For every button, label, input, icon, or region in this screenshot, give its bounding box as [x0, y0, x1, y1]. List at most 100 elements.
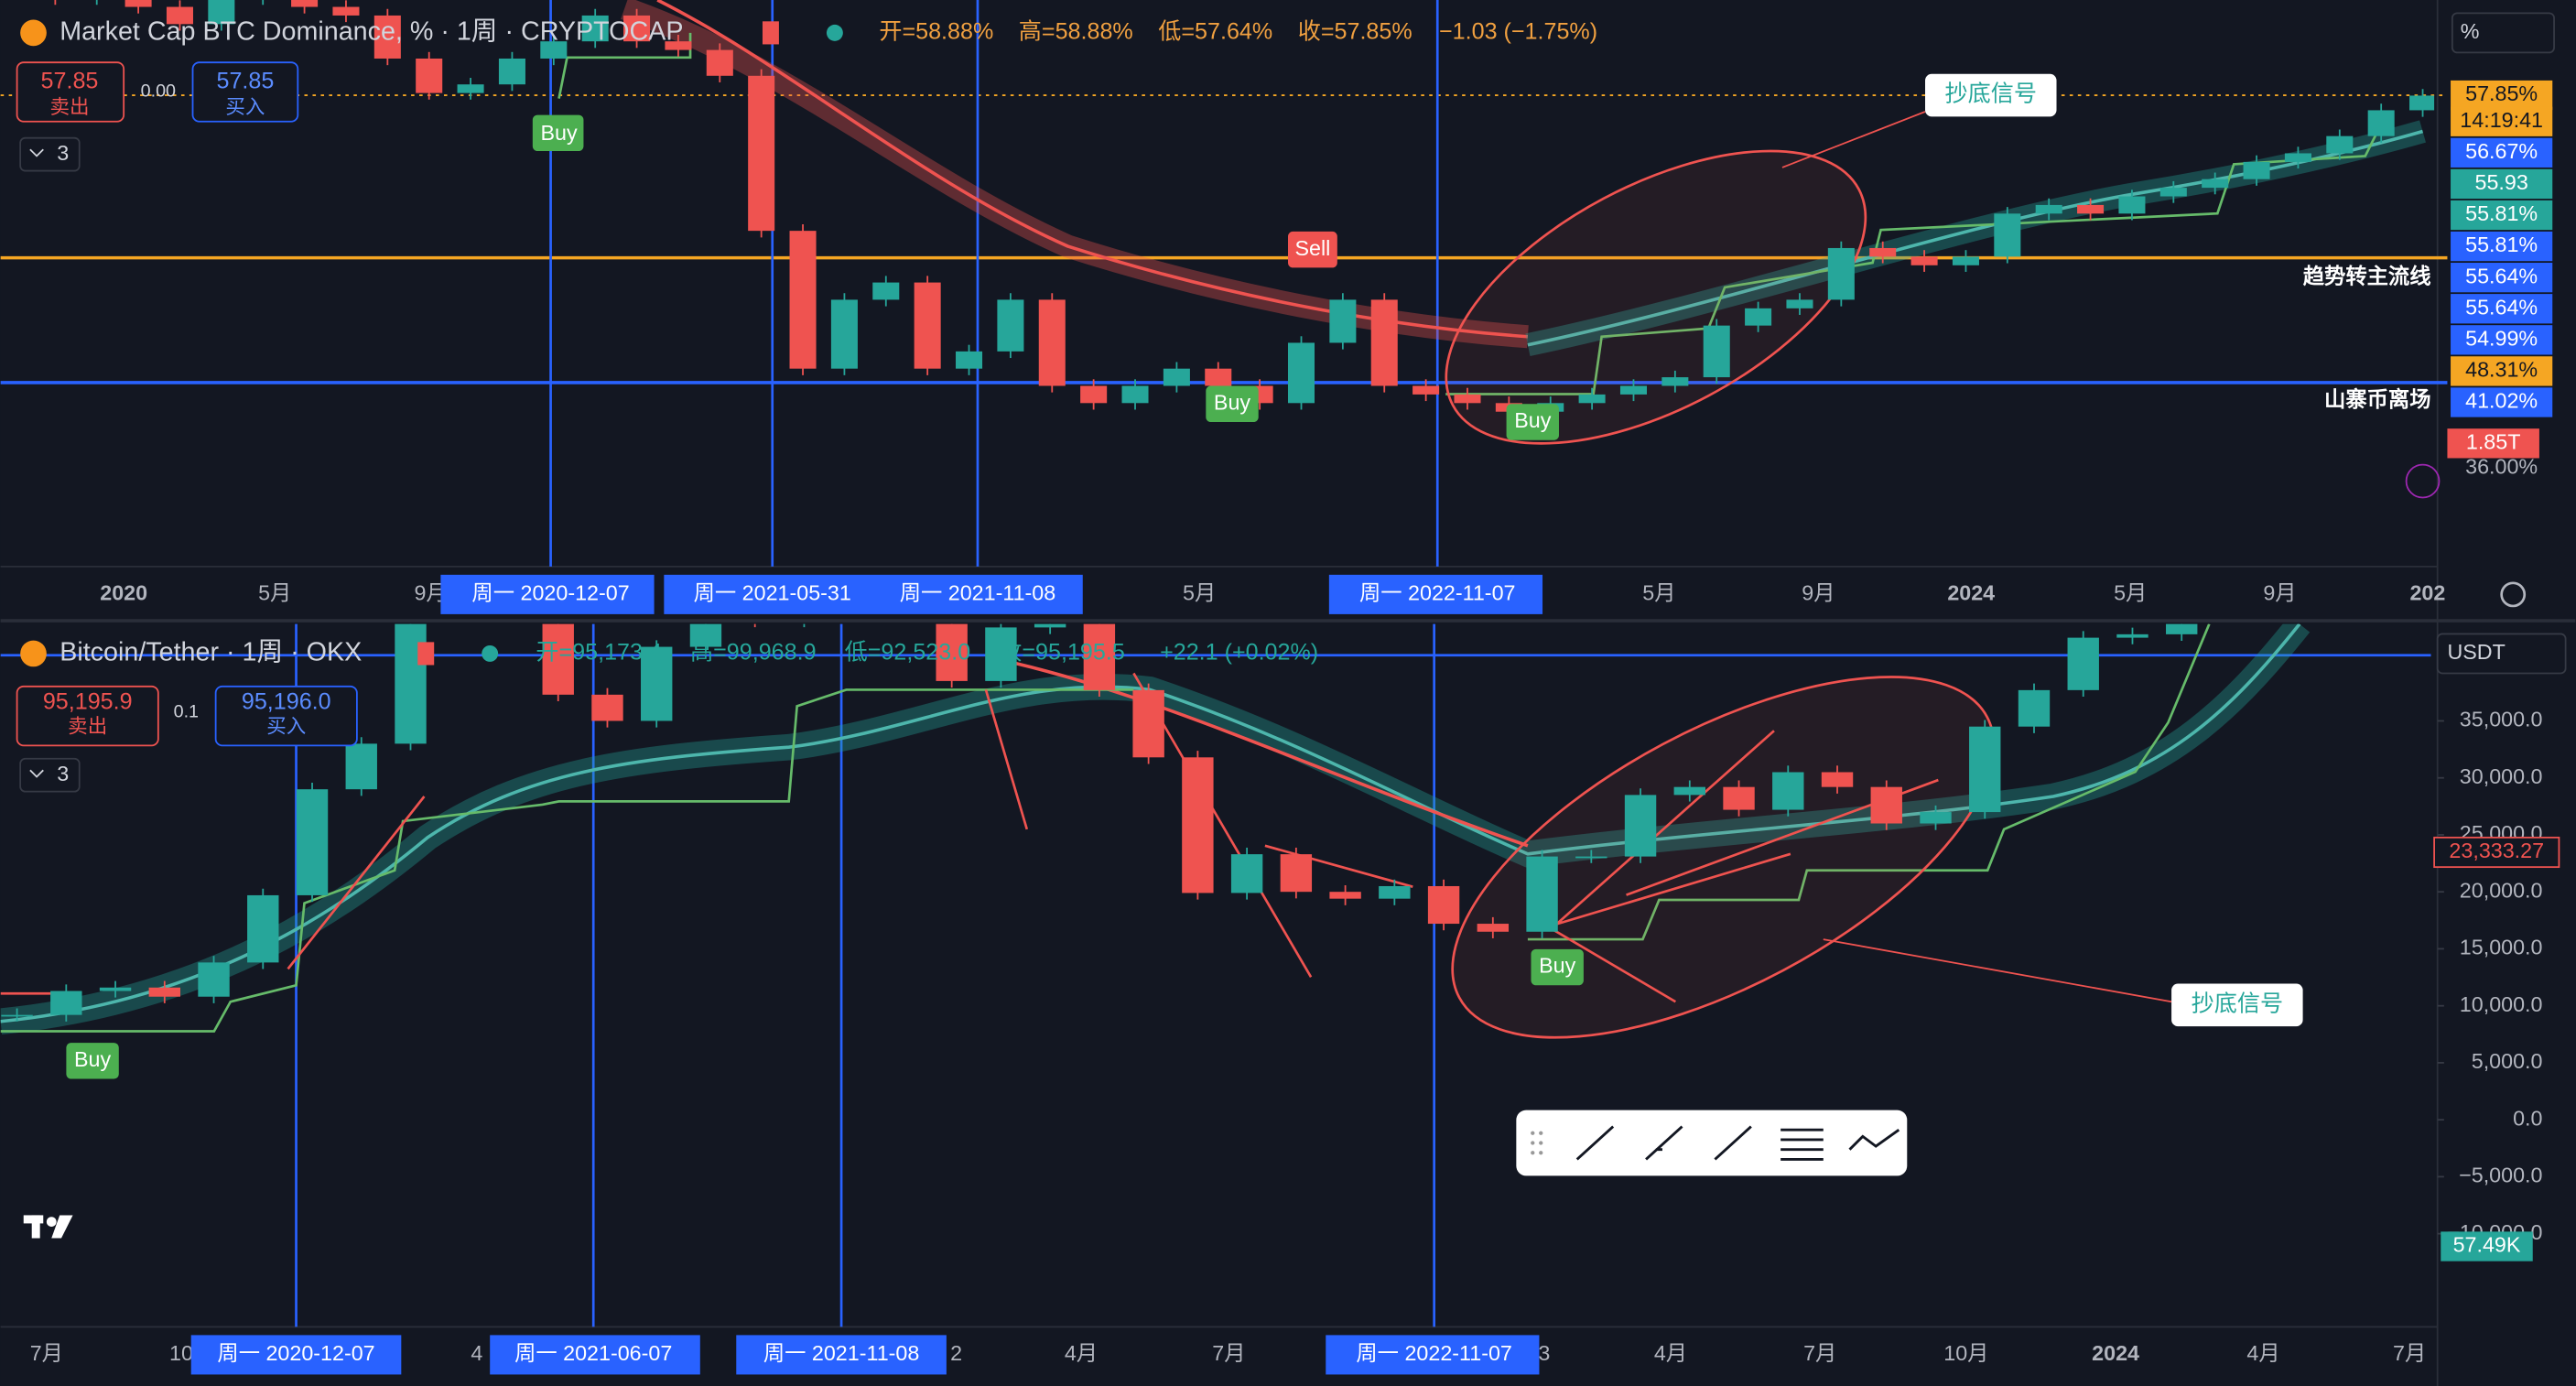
candle — [748, 75, 775, 232]
candle — [457, 84, 484, 93]
candle — [2367, 110, 2395, 136]
date-label: 周一 2021-11-08 — [900, 581, 1056, 605]
callout-line — [1781, 111, 1926, 168]
price-label: 36.00% — [2465, 454, 2538, 478]
candle — [291, 0, 319, 7]
callout-box — [1925, 73, 2057, 117]
time-label: 9月 — [1802, 581, 1835, 605]
flag-icon[interactable] — [762, 21, 779, 45]
date-label: 周一 2022-11-07 — [1359, 581, 1516, 605]
candle — [2326, 135, 2354, 154]
buy-button[interactable] — [191, 61, 299, 123]
buy-signal-label: Buy — [1539, 954, 1575, 978]
callout-box — [2171, 983, 2303, 1027]
candle — [1920, 812, 1952, 824]
candle — [914, 282, 941, 369]
candle — [1910, 256, 1938, 265]
ohlc-open: 开=95,173.4 — [536, 640, 662, 666]
fib-tool[interactable] — [1780, 1128, 1824, 1161]
price-label-box — [2451, 200, 2553, 231]
chevron — [29, 769, 44, 778]
buy-signal — [66, 1043, 119, 1079]
time-label: 5月 — [258, 581, 291, 605]
indicator-toggle[interactable] — [19, 136, 81, 172]
drawing-toolbar — [1516, 1110, 1908, 1176]
candle — [936, 623, 968, 681]
candle — [2409, 95, 2435, 111]
candle — [1772, 772, 1804, 810]
time-label: 2020 — [100, 581, 147, 605]
candle — [1703, 325, 1730, 378]
price-label: 14:19:41 — [2460, 108, 2543, 132]
sell-button[interactable] — [16, 685, 159, 747]
unit-label: USDT — [2447, 640, 2505, 664]
candle — [1230, 854, 1263, 893]
candle — [872, 282, 900, 300]
buy-signal-label: Buy — [74, 1047, 111, 1071]
unit-box[interactable] — [2436, 633, 2567, 675]
price-labels: 57.85% 14:19:41 56.67% 55.93 55.81% 55.81% 55.… — [2447, 80, 2553, 478]
logo — [23, 1215, 73, 1239]
time-label: 7月 — [1803, 1341, 1836, 1365]
ohlc-low: 低=92,523.0 — [845, 640, 971, 666]
price-label: 23,333.27 — [2449, 839, 2544, 862]
y-tick-label: 5,000.0 — [2472, 1049, 2543, 1073]
candle — [1786, 299, 1813, 309]
candle — [50, 991, 82, 1015]
y-tick-label: 20,000.0 — [2460, 878, 2543, 902]
date-highlight — [664, 574, 1083, 614]
candle — [99, 987, 132, 991]
candle — [2166, 623, 2198, 634]
y-tick-label: 15,000.0 — [2460, 936, 2543, 959]
candle — [1205, 368, 1232, 386]
spread: 0.1 — [174, 702, 199, 722]
candle — [956, 351, 983, 369]
extended-line-tool[interactable] — [1714, 1125, 1752, 1161]
path-tool[interactable] — [1848, 1128, 1900, 1151]
buy-label: 买入 — [266, 715, 306, 737]
price-label: 55.81% — [2465, 233, 2538, 256]
settings-icon[interactable] — [2500, 581, 2527, 608]
candle — [1673, 786, 1705, 796]
candle — [1163, 368, 1190, 386]
price-label-box — [2451, 80, 2553, 111]
candle — [498, 58, 525, 85]
ohlc-open: 开=58.88% — [879, 19, 993, 45]
price-label-box — [2451, 263, 2553, 293]
candle — [997, 299, 1024, 352]
symbol-title: Bitcoin/Tether · 1周 · OKX — [60, 638, 362, 667]
candles — [54, 0, 2435, 418]
highlight-ellipse — [1445, 149, 1867, 445]
date-highlight — [1326, 1335, 1540, 1375]
indicator-count: 3 — [57, 141, 69, 165]
candle — [830, 299, 858, 369]
candle — [208, 0, 235, 25]
price-label-box — [2451, 106, 2553, 136]
buy-button[interactable] — [214, 685, 358, 747]
sell-price: 95,195.9 — [43, 688, 133, 714]
unit-box[interactable] — [2451, 12, 2555, 54]
sell-button[interactable] — [16, 61, 125, 123]
price-label: 41.02% — [2465, 389, 2538, 413]
candle — [581, 15, 609, 42]
flag-icon[interactable] — [417, 642, 435, 666]
time-label: 2024 — [1947, 581, 1995, 605]
price-label: 55.64% — [2465, 295, 2538, 319]
candle — [1083, 623, 1116, 690]
sell-signal-label: Sell — [1294, 236, 1330, 260]
candle — [1329, 892, 1361, 899]
time-label: 2024 — [2092, 1341, 2139, 1365]
trendline-tool[interactable] — [1575, 1125, 1615, 1161]
buy-signal-label: Buy — [540, 121, 577, 145]
ray-tool[interactable] — [1645, 1125, 1683, 1161]
candle — [1745, 308, 1772, 326]
candle — [1034, 623, 1066, 628]
buy-price: 95,196.0 — [242, 688, 331, 714]
candle — [1370, 299, 1398, 386]
indicator-toggle[interactable] — [19, 757, 81, 793]
candle — [1080, 385, 1108, 404]
y-tick-label: 10,000.0 — [2460, 992, 2543, 1016]
alert-icon[interactable] — [2405, 463, 2441, 499]
candle — [2018, 689, 2051, 727]
